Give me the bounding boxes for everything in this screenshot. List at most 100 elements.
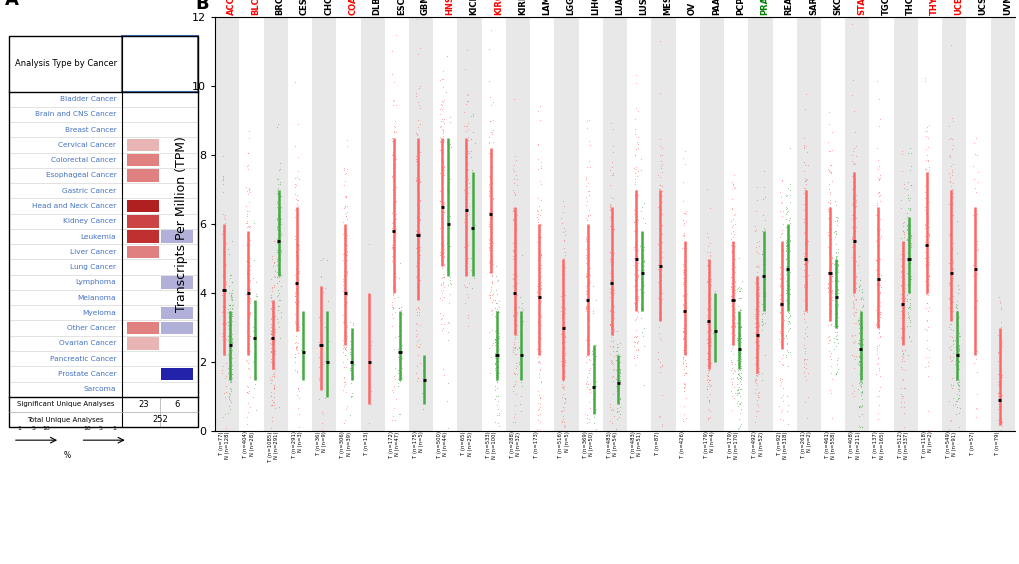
Point <box>459 283 475 292</box>
Point <box>853 292 869 301</box>
Point <box>580 369 596 378</box>
Point <box>481 200 497 209</box>
Point <box>626 361 642 370</box>
Point <box>748 182 764 191</box>
Point <box>869 235 886 244</box>
Point <box>555 406 572 415</box>
Point <box>748 323 764 332</box>
Point <box>772 378 789 387</box>
Point <box>269 246 285 255</box>
Point <box>531 318 547 327</box>
Point <box>627 150 643 159</box>
Point <box>556 343 573 352</box>
Point <box>239 149 256 158</box>
Point <box>827 215 844 224</box>
Point <box>750 282 766 291</box>
Point <box>238 381 255 390</box>
Point <box>699 303 715 312</box>
Point <box>991 350 1008 359</box>
Point <box>465 174 481 183</box>
Point <box>288 338 305 347</box>
Point <box>489 334 505 343</box>
Point <box>314 306 330 315</box>
Point <box>632 303 648 312</box>
Point <box>675 334 691 343</box>
Point <box>608 384 625 393</box>
Point <box>577 232 593 241</box>
Point <box>777 241 794 250</box>
Point <box>601 200 618 209</box>
Point <box>263 319 279 328</box>
Point <box>869 187 886 196</box>
Point <box>869 309 886 318</box>
Point <box>916 74 932 83</box>
Point <box>271 245 287 254</box>
Point <box>853 318 869 327</box>
Point <box>699 304 715 313</box>
Point <box>899 222 915 231</box>
Point <box>578 197 594 206</box>
Point <box>870 387 887 396</box>
Point <box>344 320 361 329</box>
Point <box>869 245 886 254</box>
Point <box>901 318 917 327</box>
Point <box>853 341 869 350</box>
Point <box>726 311 742 320</box>
Point <box>222 309 238 318</box>
Point <box>843 171 859 180</box>
Point <box>223 332 239 341</box>
Point <box>900 230 916 239</box>
Point <box>676 209 692 218</box>
Point <box>238 420 255 429</box>
Point <box>555 237 572 246</box>
Point <box>433 105 449 114</box>
Point <box>583 359 599 368</box>
Point <box>748 310 764 319</box>
Point <box>242 294 258 303</box>
Point <box>579 293 595 302</box>
Point <box>387 364 404 373</box>
Point <box>463 147 479 156</box>
Point <box>263 387 279 396</box>
Point <box>941 290 957 299</box>
Point <box>871 309 888 318</box>
Point <box>269 174 285 183</box>
Point <box>240 197 257 206</box>
Point <box>822 261 839 270</box>
Point <box>629 236 645 245</box>
Point <box>895 310 911 319</box>
Point <box>266 303 282 312</box>
Point <box>507 181 524 190</box>
Point <box>581 418 597 427</box>
Point <box>853 377 869 386</box>
Point <box>723 391 740 400</box>
Point <box>944 192 960 201</box>
Point <box>675 303 691 312</box>
Point <box>222 361 238 370</box>
Point <box>609 343 626 352</box>
Point <box>867 210 883 219</box>
Point <box>289 254 306 263</box>
Point <box>315 253 331 262</box>
Point <box>748 427 764 436</box>
Point <box>409 311 425 320</box>
Point <box>729 373 745 382</box>
Point <box>756 309 772 318</box>
Point <box>336 294 353 303</box>
Point <box>852 369 868 378</box>
Point <box>410 302 426 311</box>
Point <box>851 352 867 361</box>
Point <box>779 391 795 400</box>
Point <box>756 260 772 269</box>
Point <box>432 196 448 205</box>
Point <box>270 295 286 304</box>
Point <box>269 210 285 219</box>
Point <box>266 360 282 369</box>
Point <box>699 368 715 377</box>
Point <box>677 382 693 391</box>
Point <box>604 250 621 259</box>
Point <box>747 328 763 337</box>
Point <box>238 289 255 298</box>
Point <box>949 352 965 361</box>
Point <box>796 287 812 296</box>
